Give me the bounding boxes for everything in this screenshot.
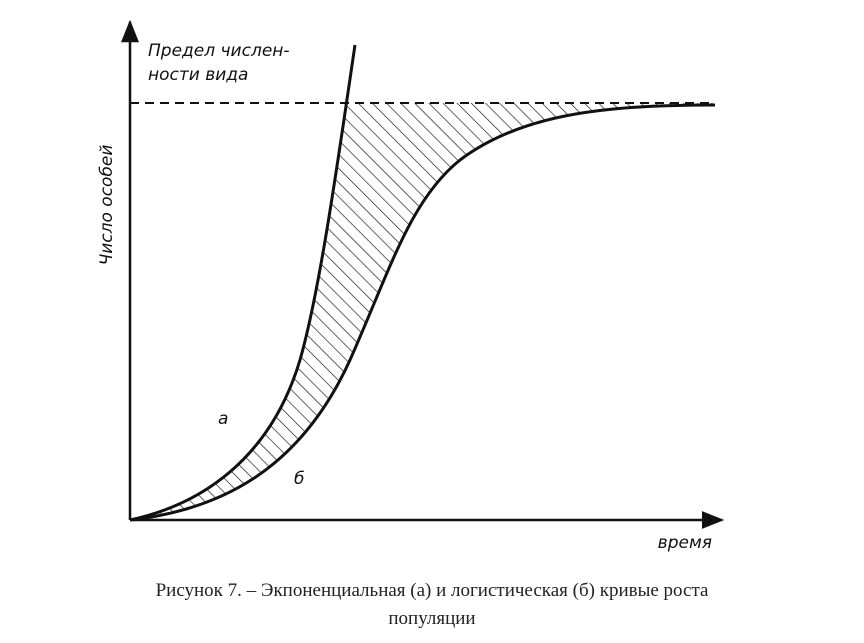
- limit-label: Предел числен-: [148, 41, 290, 61]
- caption: Рисунок 7. – Экпоненциальная (а) и логис…: [156, 580, 709, 601]
- curve-b-label: б: [294, 469, 304, 489]
- caption: популяции: [388, 608, 475, 629]
- x-axis-label: время: [658, 533, 712, 553]
- curve-a-label: а: [218, 409, 228, 429]
- limit-label: ности вида: [148, 65, 248, 85]
- curve-b: [129, 103, 716, 522]
- hatched-area: [130, 103, 715, 520]
- curve-a: [129, 44, 357, 522]
- y-axis-label: Число особей: [97, 145, 117, 266]
